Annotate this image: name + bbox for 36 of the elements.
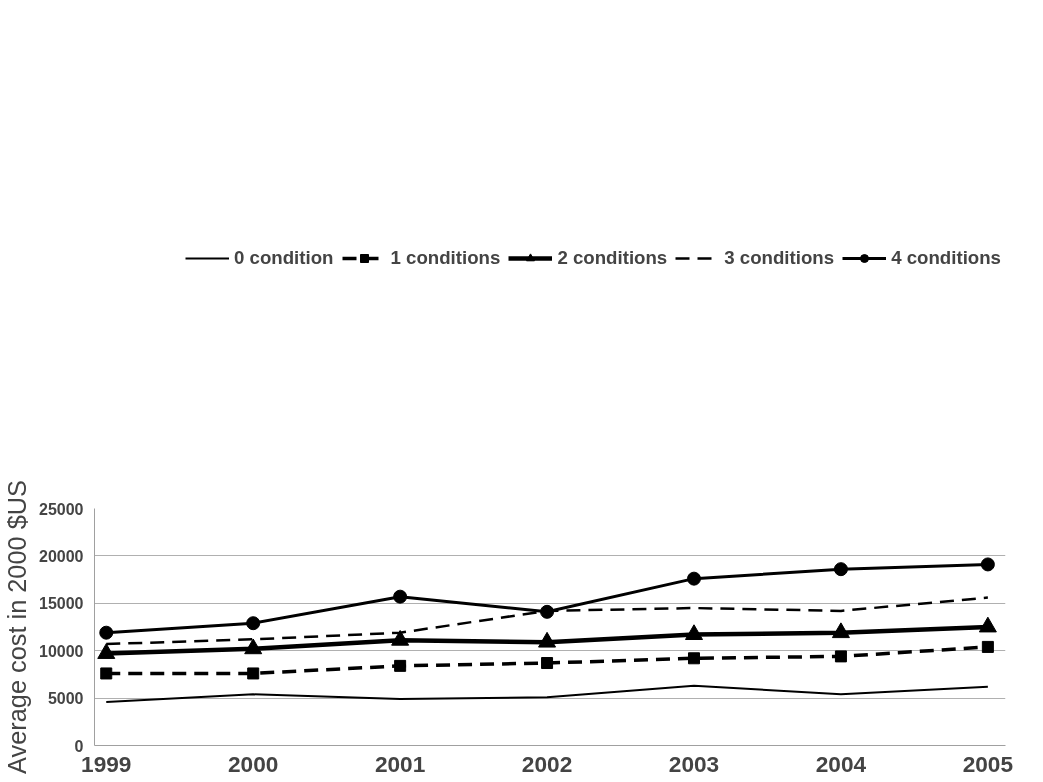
x-tick-label: 2004 (815, 750, 867, 777)
y-tick-label: 15000 (39, 595, 84, 613)
point (244, 638, 263, 655)
point (688, 652, 700, 665)
x-tick-label: 2005 (962, 750, 1014, 777)
point (687, 571, 701, 586)
point (834, 650, 847, 663)
y-tick-label: 10000 (39, 642, 84, 660)
x-tick-label: 2000 (227, 750, 279, 777)
legend-label: 2 conditions (557, 247, 668, 269)
x-tick-label: 2003 (668, 750, 720, 777)
point (980, 557, 995, 572)
point (541, 657, 554, 670)
legend-label: 3 conditions (724, 247, 835, 269)
y-tick-label: 25000 (39, 500, 84, 518)
point (394, 659, 407, 672)
point (246, 616, 261, 631)
y-tick-label: 0 (74, 737, 84, 755)
x-tick-label: 1999 (81, 750, 132, 777)
point (831, 622, 850, 639)
point (393, 589, 408, 604)
point (833, 562, 848, 577)
x-tick-label: 2001 (374, 750, 426, 777)
point (247, 667, 260, 680)
legend-label: 1 conditions (390, 247, 501, 269)
y-tick-label: 5000 (47, 690, 84, 708)
point (99, 625, 114, 640)
point (540, 604, 555, 619)
y-axis-title: Average cost in 2000 $US (3, 480, 32, 774)
point (981, 640, 994, 653)
point (100, 667, 113, 680)
legend-label: 0 condition (234, 247, 334, 269)
legend-label: 4 conditions (891, 247, 1001, 269)
y-tick-label: 20000 (39, 547, 84, 565)
line-series (105, 684, 989, 703)
x-tick-label: 2002 (521, 750, 573, 777)
